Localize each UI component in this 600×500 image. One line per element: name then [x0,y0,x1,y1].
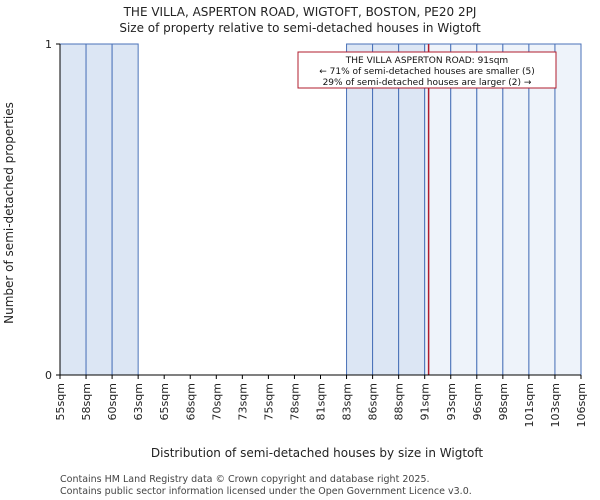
bar-55sqm [59,43,87,376]
x-tick-label-65sqm: 65sqm [158,383,171,420]
x-tick-label-86sqm: 86sqm [367,383,380,420]
x-tick-label-73sqm: 73sqm [236,383,249,420]
x-tick-label-55sqm: 55sqm [54,383,67,420]
x-tick-label-93sqm: 93sqm [445,383,458,420]
bar-60sqm [111,43,139,376]
footer-line-1: Contains HM Land Registry data © Crown c… [60,474,430,485]
x-tick-label-106sqm: 106sqm [575,383,588,427]
x-tick-label-101sqm: 101sqm [523,383,536,427]
x-ticks-group: 55sqm 58sqm 60sqm 63sqm 65sqm 68sqm 70sqm 73sqm… [54,375,588,427]
x-tick-label-60sqm: 60sqm [106,383,119,420]
x-tick-label-78sqm: 78sqm [288,383,301,420]
x-tick-label-98sqm: 98sqm [497,383,510,420]
y-axis-label: Number of semi-detached properties [2,102,16,324]
bar-98sqm [502,43,530,376]
annotation-line-2: ← 71% of semi-detached houses are smalle… [319,67,535,77]
x-tick-label-83sqm: 83sqm [341,383,354,420]
bars-group [59,43,582,376]
bar-86sqm [372,43,400,376]
x-tick-label-88sqm: 88sqm [393,383,406,420]
footer-line-2: Contains public sector information licen… [60,486,472,497]
y-tick-label-1: 1 [45,38,52,51]
bar-88sqm [398,43,426,376]
bar-58sqm [85,43,113,376]
chart-subtitle: Size of property relative to semi-detach… [119,21,481,35]
x-tick-label-91sqm: 91sqm [419,383,432,420]
x-tick-label-96sqm: 96sqm [471,383,484,420]
x-tick-label-81sqm: 81sqm [315,383,328,420]
x-tick-label-63sqm: 63sqm [132,383,145,420]
bar-96sqm [476,43,504,376]
chart-title: THE VILLA, ASPERTON ROAD, WIGTOFT, BOSTO… [123,5,477,19]
annotation-line-1: THE VILLA ASPERTON ROAD: 91sqm [345,56,508,66]
bar-93sqm [450,43,478,376]
x-axis-label: Distribution of semi-detached houses by … [151,446,484,460]
bar-83sqm [346,43,374,376]
annotation-box: THE VILLA ASPERTON ROAD: 91sqm ← 71% of … [297,51,557,89]
x-tick-label-75sqm: 75sqm [262,383,275,420]
annotation-line-3: 29% of semi-detached houses are larger (… [323,78,532,88]
x-tick-label-70sqm: 70sqm [210,383,223,420]
x-tick-label-68sqm: 68sqm [184,383,197,420]
x-tick-label-58sqm: 58sqm [80,383,93,420]
bar-101sqm [528,43,556,376]
x-tick-label-103sqm: 103sqm [549,383,562,427]
annotation-rect [297,51,557,89]
bar-103sqm [554,43,582,376]
y-tick-label-0: 0 [45,369,52,382]
